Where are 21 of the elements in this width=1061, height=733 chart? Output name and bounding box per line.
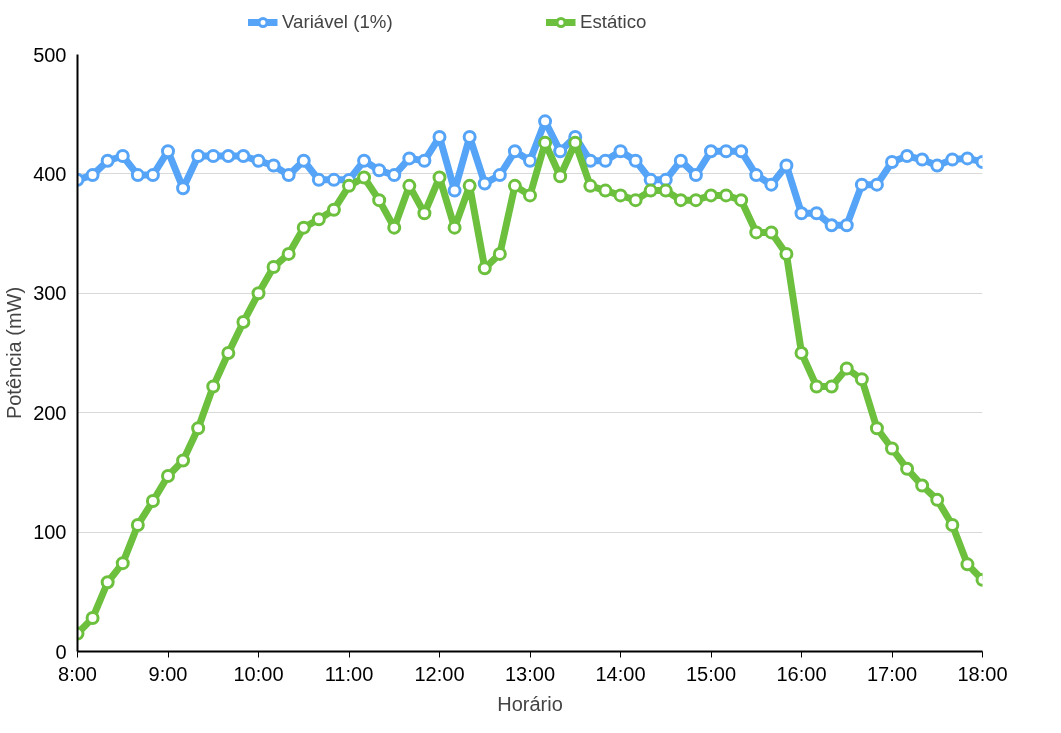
x-axis-title: Horário xyxy=(497,692,563,715)
y-axis-title: Potência (mW) xyxy=(3,286,26,420)
legend-label: Variável (1%) xyxy=(282,11,394,33)
x-tick-label: 16:00 xyxy=(776,662,827,685)
y-tick-label: 300 xyxy=(33,282,67,305)
x-tick-label: 12:00 xyxy=(414,662,465,685)
y-tick-label: 400 xyxy=(33,162,67,185)
x-tick-label: 15:00 xyxy=(685,662,737,685)
x-tick-label: 13:00 xyxy=(504,662,556,685)
legend-label: Estático xyxy=(580,11,648,33)
x-tick-label: 18:00 xyxy=(957,662,1008,685)
x-tick-label: 14:00 xyxy=(595,662,646,685)
x-tick-label: 8:00 xyxy=(58,662,97,685)
y-tick-label: 100 xyxy=(33,521,67,544)
x-tick-label: 10:00 xyxy=(233,662,284,685)
x-tick-label: 9:00 xyxy=(148,662,188,685)
x-tick-label: 11:00 xyxy=(324,662,374,685)
x-tick-label: 17:00 xyxy=(866,662,918,685)
y-tick-label: 500 xyxy=(33,43,67,66)
y-tick-label: 200 xyxy=(33,401,67,424)
y-tick-label: 0 xyxy=(55,640,67,663)
